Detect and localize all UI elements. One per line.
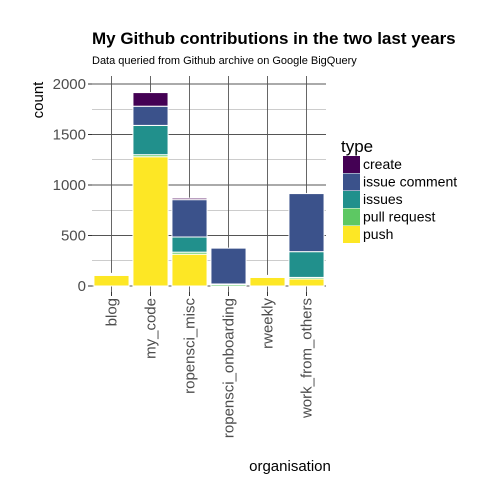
- legend-label-create: create: [363, 156, 402, 172]
- y-tick-label: 1500: [53, 127, 86, 144]
- y-tick-label: 0: [78, 278, 86, 295]
- legend-label-issues: issues: [363, 191, 403, 207]
- bar-ropensci_misc-push: [171, 253, 208, 287]
- bar-ropensci_misc-issue-comment: [171, 199, 208, 238]
- legend-label-pull-request: pull request: [363, 209, 435, 225]
- y-axis-ticks: 0 500 1000 1500 2000: [53, 76, 92, 295]
- legend-key-push: [343, 226, 360, 243]
- legend-key-issue-comment: [343, 173, 360, 191]
- y-tick-label: 2000: [53, 76, 86, 93]
- x-tick-label-ropensci_misc: ropensci_misc: [182, 298, 199, 394]
- bar-my_code-issues: [132, 124, 169, 156]
- bar-work_from_others-push: [288, 278, 325, 287]
- bar-blog-issue-comment: [93, 272, 130, 275]
- bar-ropensci_onboarding-issue-comment: [210, 247, 247, 285]
- bar-rweekly-issue-comment: [249, 274, 286, 277]
- bars: [93, 92, 325, 287]
- legend-label-issue-comment: issue comment: [363, 174, 457, 190]
- legend-label-push: push: [363, 226, 393, 242]
- x-tick-label-work_from_others: work_from_others: [299, 298, 316, 419]
- bar-my_code-create: [132, 92, 169, 107]
- bar-work_from_others-issues: [288, 251, 325, 278]
- y-axis-title: count: [30, 81, 47, 119]
- legend-key-issues: [343, 191, 360, 208]
- chart-subtitle: Data queried from Github archive on Goog…: [92, 55, 357, 67]
- bar-ropensci_misc-create: [171, 197, 208, 201]
- bar-blog-push: [93, 274, 130, 287]
- legend-key-create: [343, 156, 360, 173]
- bar-ropensci_misc-issues: [171, 236, 208, 253]
- x-tick-label-blog: blog: [104, 298, 121, 326]
- x-tick-label-my_code: my_code: [143, 298, 160, 359]
- x-tick-label-ropensci_onboarding: ropensci_onboarding: [221, 298, 238, 438]
- x-axis-title: organisation: [249, 458, 331, 475]
- plot-panel: [92, 76, 326, 292]
- legend-title: type: [341, 137, 373, 156]
- bar-my_code-issue-comment: [132, 105, 169, 126]
- legend-key-pull-request: [343, 208, 360, 226]
- bar-my_code-push: [132, 156, 169, 287]
- grid-lines: [92, 76, 326, 292]
- y-tick-label: 500: [61, 228, 86, 245]
- x-tick-label-rweekly: rweekly: [260, 298, 277, 349]
- bar-work_from_others-issue-comment: [288, 193, 325, 253]
- chart-title: My Github contributions in the two last …: [92, 29, 456, 48]
- bar-rweekly-push: [249, 276, 286, 287]
- x-axis-ticks: blog my_code ropensci_misc ropensci_onboard…: [104, 292, 316, 438]
- y-tick-label: 1000: [53, 177, 86, 194]
